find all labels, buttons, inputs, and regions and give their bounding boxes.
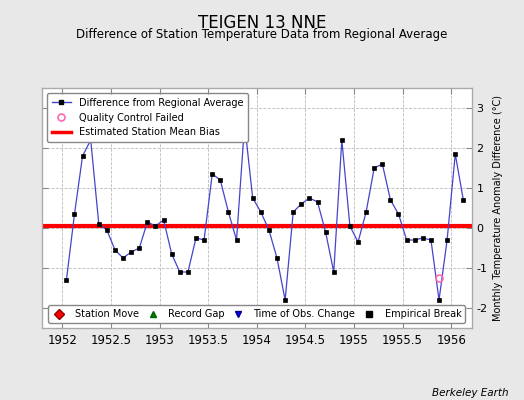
Text: Difference of Station Temperature Data from Regional Average: Difference of Station Temperature Data f… <box>77 28 447 41</box>
Text: 1952.5: 1952.5 <box>91 334 132 346</box>
Text: 1952: 1952 <box>47 334 77 346</box>
Text: 1955.5: 1955.5 <box>382 334 423 346</box>
Text: 1954.5: 1954.5 <box>285 334 326 346</box>
Text: 1953: 1953 <box>145 334 174 346</box>
Text: TEIGEN 13 NNE: TEIGEN 13 NNE <box>198 14 326 32</box>
Text: 1953.5: 1953.5 <box>188 334 228 346</box>
Legend: Station Move, Record Gap, Time of Obs. Change, Empirical Break: Station Move, Record Gap, Time of Obs. C… <box>48 305 465 323</box>
Text: 1955: 1955 <box>339 334 369 346</box>
Text: Berkeley Earth: Berkeley Earth <box>432 388 508 398</box>
Text: 1956: 1956 <box>436 334 466 346</box>
Y-axis label: Monthly Temperature Anomaly Difference (°C): Monthly Temperature Anomaly Difference (… <box>493 95 503 321</box>
Text: 1954: 1954 <box>242 334 272 346</box>
